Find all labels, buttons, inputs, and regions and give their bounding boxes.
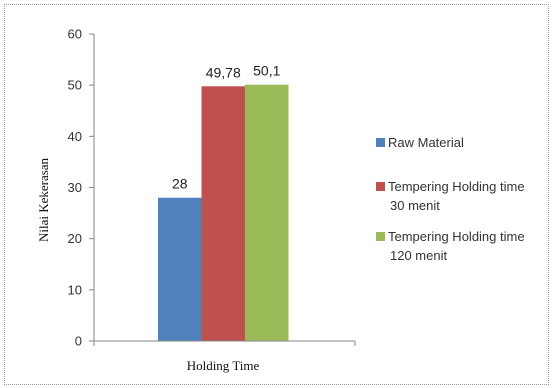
bar-3 xyxy=(245,84,289,341)
legend-swatch-1 xyxy=(376,138,385,147)
data-label: 49,78 xyxy=(206,64,241,80)
legend-label: Tempering Holding time xyxy=(388,229,525,244)
legend-label: Raw Material xyxy=(388,135,464,150)
legend-swatch-3 xyxy=(376,232,385,241)
y-axis-title: Nilai Kekerasan xyxy=(36,157,51,242)
y-tick-label: 40 xyxy=(68,129,82,144)
y-tick-label: 20 xyxy=(68,231,82,246)
data-label: 28 xyxy=(172,176,188,192)
legend-label: 30 menit xyxy=(390,198,440,213)
y-tick-label: 30 xyxy=(68,180,82,195)
y-tick-label: 60 xyxy=(68,27,82,42)
legend-swatch-2 xyxy=(376,182,385,191)
y-tick-label: 50 xyxy=(68,78,82,93)
legend-label: Tempering Holding time xyxy=(388,179,525,194)
data-label: 50,1 xyxy=(253,63,280,79)
y-tick-label: 10 xyxy=(68,282,82,297)
x-axis-category-label: Holding Time xyxy=(187,358,260,373)
bar-1 xyxy=(158,197,202,341)
bar-2 xyxy=(201,86,245,342)
y-tick-label: 0 xyxy=(75,334,82,349)
legend-label: 120 menit xyxy=(390,248,447,263)
